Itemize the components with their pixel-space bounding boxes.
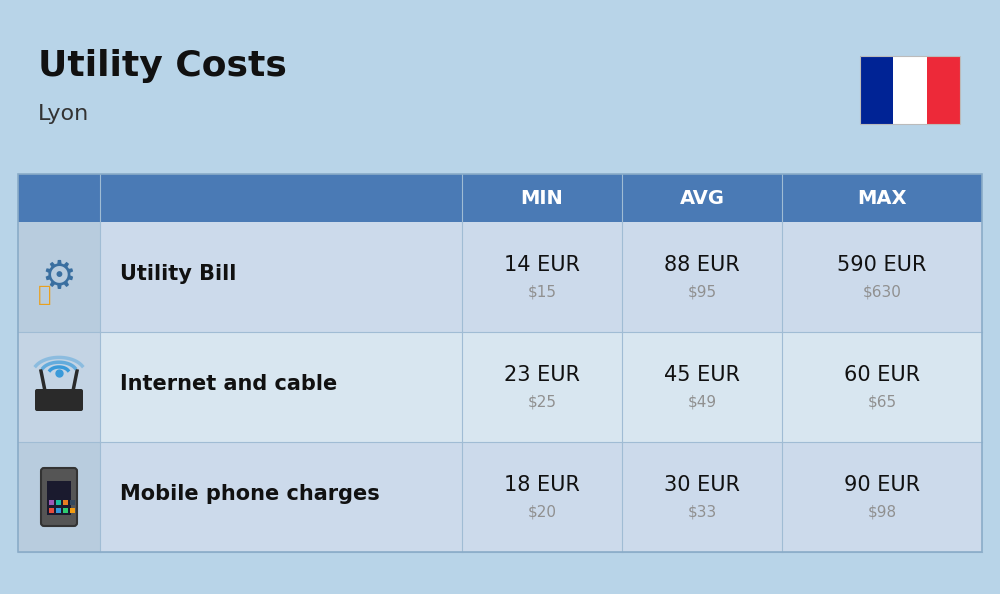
Bar: [18, 442, 100, 552]
Text: $98: $98: [867, 504, 897, 520]
Text: Internet and cable: Internet and cable: [120, 374, 337, 394]
Text: 30 EUR: 30 EUR: [664, 475, 740, 495]
Text: Utility Costs: Utility Costs: [38, 49, 287, 83]
Bar: [18, 332, 982, 442]
Bar: [63, 508, 68, 513]
Text: 88 EUR: 88 EUR: [664, 255, 740, 275]
Text: MAX: MAX: [857, 188, 907, 207]
Bar: [18, 222, 100, 332]
Text: 90 EUR: 90 EUR: [844, 475, 920, 495]
Bar: [49, 500, 54, 505]
Text: AVG: AVG: [680, 188, 724, 207]
Text: 45 EUR: 45 EUR: [664, 365, 740, 385]
Text: $15: $15: [528, 285, 556, 299]
Text: MIN: MIN: [521, 188, 563, 207]
FancyBboxPatch shape: [35, 389, 83, 411]
Bar: [927, 56, 960, 124]
Text: $630: $630: [863, 285, 901, 299]
Bar: [56, 508, 61, 513]
Bar: [70, 500, 75, 505]
Text: 14 EUR: 14 EUR: [504, 255, 580, 275]
Text: Lyon: Lyon: [38, 104, 89, 124]
Text: 23 EUR: 23 EUR: [504, 365, 580, 385]
Bar: [47, 481, 71, 515]
Bar: [18, 442, 982, 552]
Text: $33: $33: [687, 504, 717, 520]
Bar: [49, 508, 54, 513]
Bar: [18, 332, 100, 442]
Text: Utility Bill: Utility Bill: [120, 264, 236, 284]
Bar: [63, 500, 68, 505]
Text: $20: $20: [528, 504, 556, 520]
Bar: [18, 174, 982, 222]
Text: ⚙: ⚙: [42, 258, 76, 296]
Bar: [860, 56, 893, 124]
Text: $95: $95: [687, 285, 717, 299]
Bar: [18, 174, 982, 552]
Text: $25: $25: [528, 394, 556, 409]
Text: 🔌: 🔌: [38, 285, 52, 305]
Bar: [18, 222, 982, 332]
Text: $49: $49: [687, 394, 717, 409]
Text: 590 EUR: 590 EUR: [837, 255, 927, 275]
Bar: [860, 56, 960, 124]
Text: 18 EUR: 18 EUR: [504, 475, 580, 495]
FancyBboxPatch shape: [41, 468, 77, 526]
Text: $65: $65: [867, 394, 897, 409]
Text: 60 EUR: 60 EUR: [844, 365, 920, 385]
Bar: [70, 508, 75, 513]
Text: Mobile phone charges: Mobile phone charges: [120, 484, 380, 504]
Bar: [893, 56, 927, 124]
Bar: [56, 500, 61, 505]
